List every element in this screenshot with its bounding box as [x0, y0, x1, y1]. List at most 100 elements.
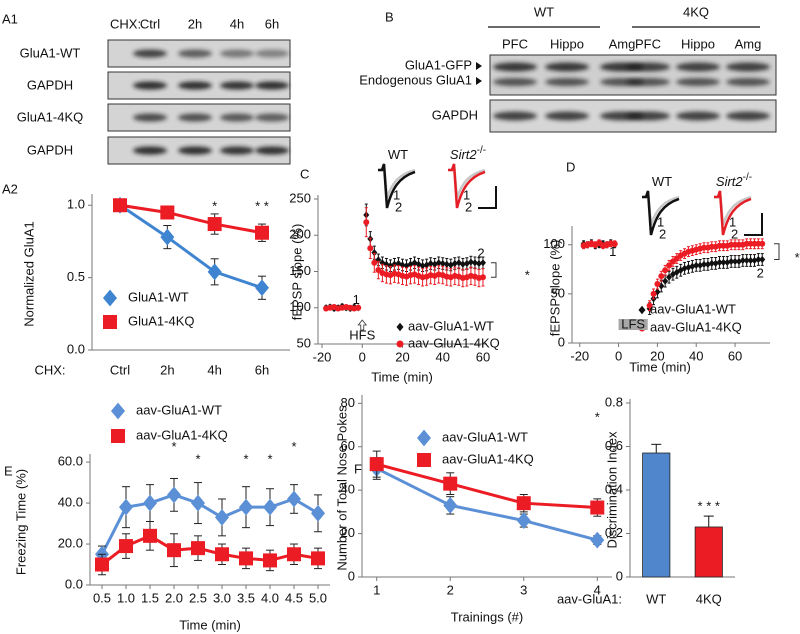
panel-label: D: [566, 159, 575, 174]
inset-trace: [448, 163, 486, 209]
inset-trace-label: 2: [731, 226, 738, 241]
marker: [743, 256, 750, 265]
x-axis-label: Trainings (#): [451, 609, 523, 624]
marker: [160, 205, 175, 220]
marker: [423, 261, 430, 269]
annotation: *: [243, 451, 248, 466]
annotation: 1: [353, 292, 360, 307]
row-arrow: [476, 77, 482, 85]
marker: [708, 259, 715, 268]
marker: [479, 274, 486, 281]
marker: [439, 259, 446, 268]
marker: [191, 494, 205, 512]
marker: [239, 498, 253, 516]
legend-label: aav-GluA1-WT: [442, 429, 528, 444]
blot-band: [255, 81, 289, 90]
panel-label: B: [385, 9, 394, 24]
blot-row-label: GluA1-GFP: [405, 57, 472, 72]
lane-label: 2h: [188, 16, 202, 31]
marker: [658, 282, 665, 290]
inset-label-text: WT: [652, 174, 672, 189]
blot-band: [178, 49, 212, 58]
marker: [263, 498, 277, 516]
row-arrow: [476, 62, 482, 70]
x-tick-label: 4.0: [261, 590, 279, 605]
y-tick-label: 40.0: [58, 495, 83, 510]
lane-label: PFC: [635, 36, 661, 51]
lane-label: Ctrl: [140, 16, 160, 31]
marker: [712, 259, 719, 268]
stimulus-label: HFS: [349, 327, 375, 342]
marker: [387, 262, 394, 270]
series-line: [119, 203, 263, 290]
marker: [371, 259, 378, 266]
y-tick-label: 100: [289, 299, 311, 314]
x-tick-label: 0.5: [93, 590, 111, 605]
blot-band: [133, 49, 167, 58]
lane-label: Amg: [609, 36, 636, 51]
marker: [759, 255, 766, 264]
y-tick-label: 200: [289, 227, 311, 242]
marker: [479, 259, 486, 267]
marker: [363, 219, 370, 226]
panel-label: C: [300, 166, 309, 181]
blot-band: [178, 113, 212, 122]
marker: [677, 266, 684, 274]
y-tick-label: 50: [551, 285, 565, 300]
marker: [215, 509, 229, 526]
marker: [681, 264, 688, 272]
y-tick-label: 150: [289, 263, 311, 278]
annotation: 2: [477, 246, 484, 261]
marker: [355, 304, 362, 311]
x-axis-label: Time (min): [179, 617, 241, 632]
marker: [666, 273, 673, 281]
blot-band: [178, 81, 212, 90]
x-axis-label: Time (min): [371, 369, 433, 384]
legend-label: aav-GluA1-4KQ: [136, 427, 228, 442]
annotation: *: [795, 250, 800, 265]
marker: [759, 240, 766, 247]
legend-label: aav-GluA1-4KQ: [442, 451, 534, 466]
blot-band: [178, 146, 212, 155]
legend-label: aav-GluA1-WT: [136, 402, 222, 417]
marker: [673, 268, 680, 276]
legend-marker: [417, 453, 431, 467]
marker: [724, 258, 731, 267]
x-tick-label: -20: [570, 348, 589, 363]
x-tick-label: 2: [447, 582, 454, 597]
x-axis-label: aav-GluA1:: [557, 591, 622, 606]
x-tick-label: 2.0: [165, 590, 183, 605]
legend-marker: [111, 429, 125, 443]
x-axis-label: CHX:: [34, 362, 65, 377]
x-tick-label: 0: [615, 348, 622, 363]
marker: [735, 257, 742, 266]
marker: [447, 261, 454, 269]
marker: [662, 277, 669, 285]
blot-band: [545, 111, 589, 121]
x-tick-label: 3.0: [213, 590, 231, 605]
x-tick-label: 1: [373, 582, 380, 597]
marker: [167, 543, 181, 558]
marker: [160, 228, 175, 246]
marker: [685, 263, 692, 271]
inset-trace-label: 2: [659, 226, 666, 241]
blot-band: [676, 62, 720, 72]
x-axis-label: Time (min): [629, 359, 691, 374]
scale-bar: [744, 213, 763, 236]
x-tick-label: 60: [728, 348, 742, 363]
annotation: *: [291, 439, 296, 454]
inset-label-sup: -/-: [743, 172, 752, 183]
y-tick-label: 0: [348, 568, 355, 583]
x-tick-label: 60: [476, 349, 490, 364]
annotation: *: [525, 267, 530, 282]
annotation: * *: [255, 198, 269, 213]
y-tick-label: 0: [616, 568, 623, 583]
y-axis-label: Freezing Time (%): [13, 469, 28, 575]
annotation: * * *: [698, 498, 720, 513]
blot-header: CHX:: [110, 16, 141, 31]
marker: [207, 217, 222, 232]
x-tick-label: 40: [689, 348, 703, 363]
lane-label: 6h: [265, 16, 279, 31]
marker: [419, 262, 426, 270]
inset-label: WT: [652, 174, 672, 189]
